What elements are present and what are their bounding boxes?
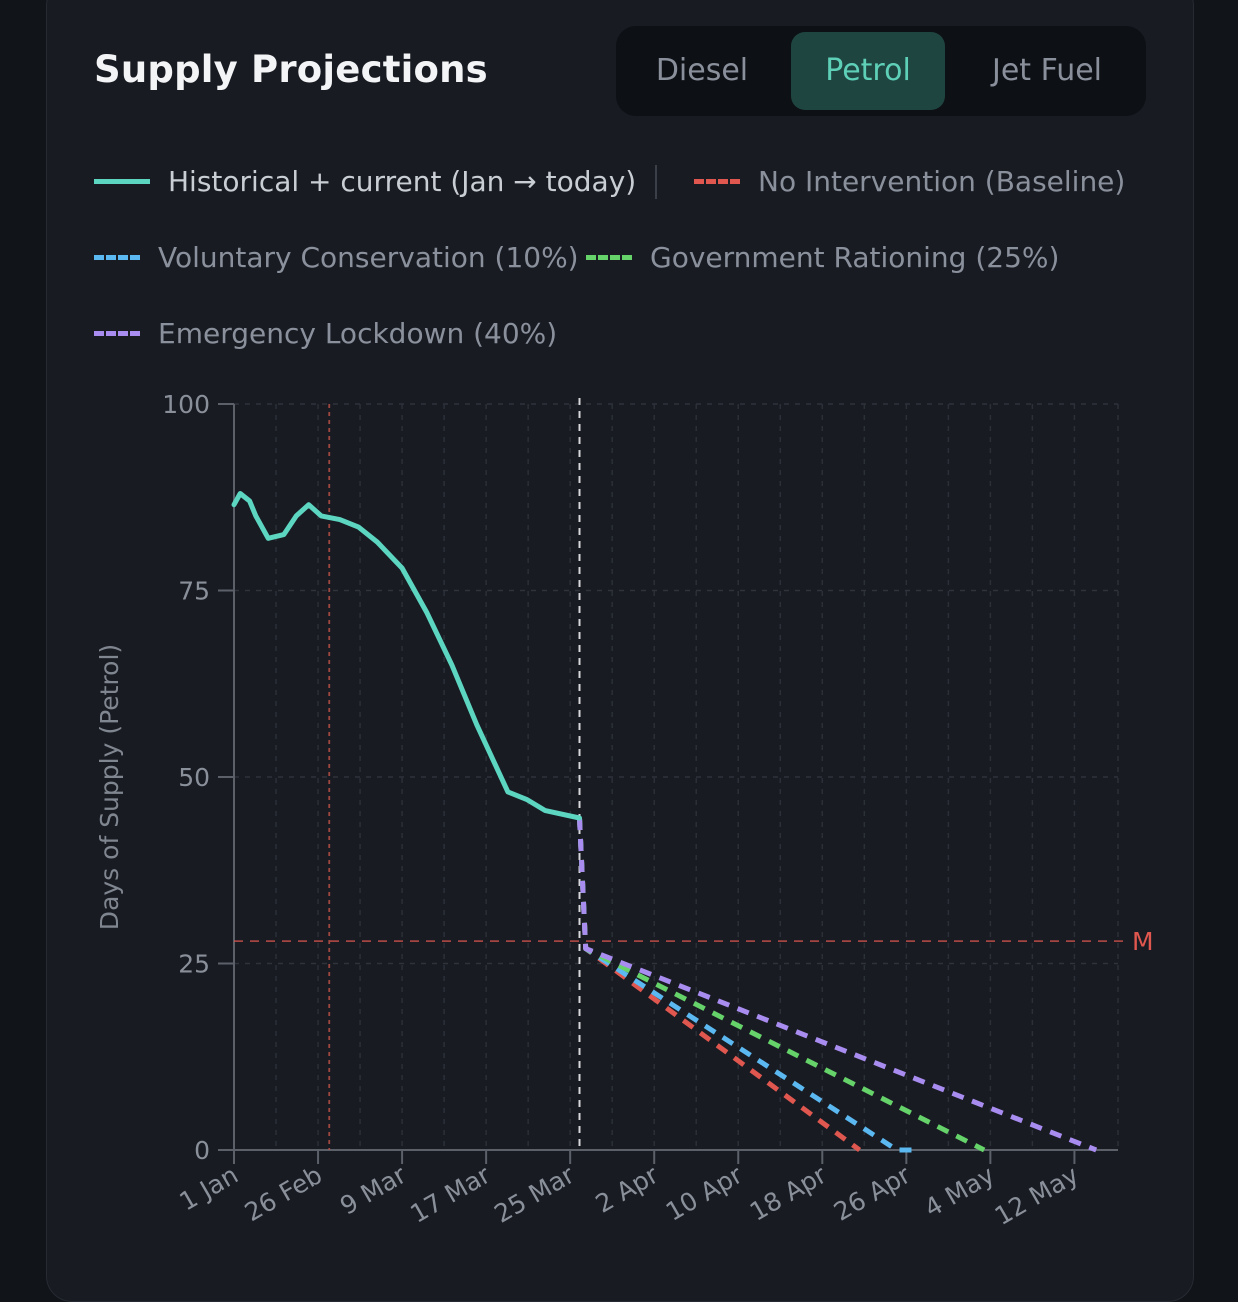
legend-item-historical[interactable]: Historical + current (Jan → today) — [94, 162, 636, 202]
y-tick-label: 50 — [178, 763, 210, 792]
legend-swatch-rationing — [586, 254, 632, 260]
y-tick-label: 0 — [194, 1136, 210, 1165]
legend-divider — [655, 165, 657, 199]
legend-item-rationing[interactable]: Government Rationing (25%) — [586, 238, 1059, 278]
tab-jet-fuel[interactable]: Jet Fuel — [991, 53, 1103, 88]
legend-swatch-baseline — [694, 178, 740, 184]
x-tick-label: 9 Mar — [335, 1160, 412, 1221]
threshold-label: M — [1132, 927, 1154, 956]
x-tick-label: 18 Apr — [745, 1160, 832, 1227]
x-tick-label: 1 Jan — [174, 1160, 243, 1216]
y-tick-label: 25 — [178, 950, 210, 979]
legend-swatch-voluntary — [94, 254, 140, 260]
tab-petrol[interactable]: Petrol — [791, 32, 945, 110]
series-line-voluntary-conservation-10 — [577, 817, 916, 1153]
legend-swatch-historical — [94, 178, 150, 184]
legend-label-rationing: Government Rationing (25%) — [650, 241, 1060, 274]
legend-item-baseline[interactable]: No Intervention (Baseline) — [694, 162, 1125, 202]
series-line-emergency-lockdown-40 — [577, 817, 1098, 1153]
y-axis-title: Days of Supply (Petrol) — [95, 644, 124, 930]
x-tick-label: 4 May — [919, 1160, 999, 1223]
series-line-historical-current-jan-today — [231, 491, 582, 821]
tab-diesel[interactable]: Diesel — [655, 53, 749, 88]
legend-swatch-lockdown — [94, 330, 140, 336]
y-tick-label: 100 — [162, 390, 210, 419]
y-tick-label: 75 — [178, 577, 210, 606]
chart-card — [46, 0, 1194, 1302]
x-tick-label: 10 Apr — [661, 1160, 748, 1227]
x-tick-label: 2 Apr — [591, 1160, 664, 1219]
legend-label-voluntary: Voluntary Conservation (10%) — [158, 241, 579, 274]
fuel-tab-group: Diesel Petrol Jet Fuel — [616, 26, 1146, 116]
legend-label-historical: Historical + current (Jan → today) — [168, 165, 637, 198]
legend-label-baseline: No Intervention (Baseline) — [758, 165, 1126, 198]
legend-item-voluntary[interactable]: Voluntary Conservation (10%) — [94, 238, 579, 278]
x-tick-label: 25 Mar — [489, 1160, 579, 1229]
x-tick-label: 12 May — [990, 1160, 1084, 1231]
x-tick-label: 26 Feb — [240, 1160, 327, 1227]
x-tick-label: 26 Apr — [829, 1160, 916, 1227]
legend-item-lockdown[interactable]: Emergency Lockdown (40%) — [94, 314, 557, 354]
legend-label-lockdown: Emergency Lockdown (40%) — [158, 317, 558, 350]
x-tick-label: 17 Mar — [405, 1160, 495, 1229]
page-title: Supply Projections — [94, 48, 488, 91]
